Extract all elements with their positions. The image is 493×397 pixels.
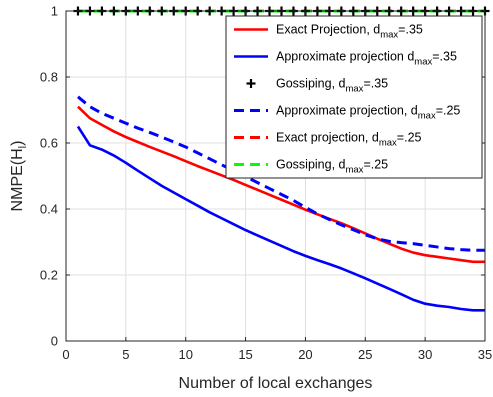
x-axis-label: Number of local exchanges — [179, 375, 373, 392]
y-tick-label: 0 — [51, 334, 58, 349]
x-tick-label: 15 — [238, 347, 252, 362]
legend: Exact Projection, dmax=.35 Approximate pr… — [225, 15, 483, 179]
legend-item: Gossiping, dmax=.35 — [246, 77, 388, 95]
x-tick-label: 5 — [122, 347, 129, 362]
x-tick-label: 20 — [298, 347, 312, 362]
tick-labels: 0 5 10 15 20 25 30 35 0 0.2 0.4 0.6 0.8 1 — [40, 4, 492, 363]
legend-label: Exact Projection, dmax=.35 — [276, 23, 423, 41]
axis-ticks — [65, 10, 486, 342]
x-tick-label: 30 — [418, 347, 432, 362]
y-tick-label: 0.4 — [40, 202, 58, 217]
legend-label: Gossiping, dmax=.25 — [276, 158, 388, 176]
legend-label: Exact projection, dmax=.25 — [276, 131, 422, 149]
x-tick-label: 0 — [62, 347, 69, 362]
legend-item: Approximate projection dmax=.35 — [234, 50, 457, 68]
y-axis-label-tail: ) — [9, 141, 26, 146]
legend-label: Approximate projection, dmax=.25 — [276, 104, 460, 122]
y-tick-label: 0.6 — [40, 136, 58, 151]
y-tick-label: 0.8 — [40, 70, 58, 85]
series-0-line — [77, 105, 485, 264]
x-tick-label: 25 — [358, 347, 372, 362]
y-tick-label: 1 — [51, 4, 58, 19]
legend-marker — [246, 79, 256, 88]
legend-item: Exact Projection, dmax=.35 — [234, 23, 423, 41]
legend-box — [225, 15, 483, 179]
x-tick-label: 35 — [478, 347, 492, 362]
x-tick-label: 10 — [178, 347, 192, 362]
y-axis-label-sub: l — [17, 146, 29, 148]
legend-label: Approximate projection dmax=.35 — [276, 50, 457, 68]
y-axis-label-main: NMPE(H — [9, 148, 26, 211]
legend-item: Exact projection, dmax=.25 — [234, 131, 422, 149]
y-tick-label: 0.2 — [40, 268, 58, 283]
y-axis-label: NMPE(Hl) — [9, 141, 29, 212]
series-3-line — [77, 95, 485, 252]
legend-item: Approximate projection, dmax=.25 — [234, 104, 460, 122]
legend-label: Gossiping, dmax=.35 — [276, 77, 388, 95]
plot-frame — [65, 10, 486, 342]
series-1-line — [76, 125, 485, 312]
legend-item: Gossiping, dmax=.25 — [234, 158, 388, 176]
